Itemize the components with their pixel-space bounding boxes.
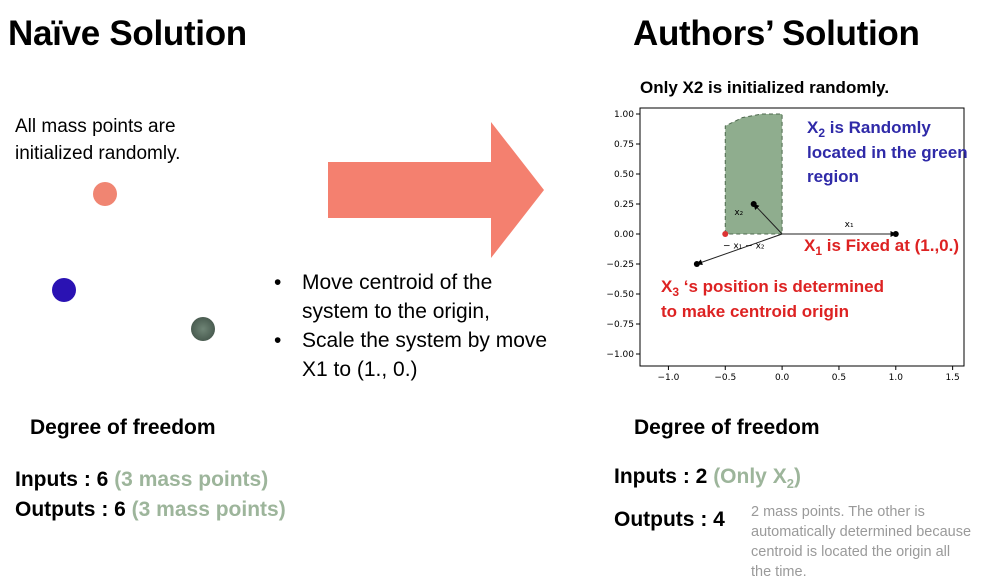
position-plot: −1.0 −0.5 0.0 0.5 1.0 1.5 1.00 0.75 0.50 0.25 0.00… bbox=[606, 107, 968, 380]
mass-point-blue bbox=[52, 278, 76, 302]
x2-region-annotation-line2: located in the green bbox=[807, 143, 968, 162]
x2-region-annotation-line3: region bbox=[807, 167, 859, 186]
y-tick-label: −1.00 bbox=[606, 350, 634, 360]
outputs-note-line: centroid is located the origin all bbox=[751, 544, 951, 560]
x-tick-label: −0.5 bbox=[714, 373, 736, 380]
point-x3 bbox=[693, 261, 700, 267]
naive-inputs: Inputs : 6 (3 mass points) bbox=[15, 468, 268, 492]
naive-outputs: Outputs : 6 (3 mass points) bbox=[15, 498, 286, 522]
y-tick-label: 0.25 bbox=[614, 200, 634, 210]
outputs-note-line: 2 mass points. The other is bbox=[751, 504, 925, 520]
transformation-steps: Move centroid of the system to the origi… bbox=[268, 268, 598, 384]
x3-annotation-line2: to make centroid origin bbox=[661, 302, 849, 321]
vector-x3 bbox=[696, 233, 783, 266]
plot-axes: −1.0 −0.5 0.0 0.5 1.0 1.5 1.00 0.75 0.50 0.25 0.00… bbox=[606, 107, 965, 380]
naive-inputs-label: Inputs : 6 bbox=[15, 468, 109, 491]
naive-outputs-note: (3 mass points) bbox=[131, 498, 286, 521]
y-tick-label: −0.25 bbox=[606, 260, 634, 270]
x-tick-label: 0.5 bbox=[832, 373, 846, 380]
transformation-arrow bbox=[328, 122, 544, 258]
outputs-note-line: the time. bbox=[751, 564, 807, 580]
authors-solution-title: Authors’ Solution bbox=[633, 14, 920, 53]
arrow-shape bbox=[328, 122, 544, 258]
y-tick-label: −0.75 bbox=[606, 320, 634, 330]
x-tick-label: −1.0 bbox=[657, 373, 679, 380]
naive-outputs-label: Outputs : 6 bbox=[15, 498, 126, 521]
y-tick-label: 1.00 bbox=[614, 110, 634, 120]
x1-fixed-annotation: X1 is Fixed at (1.,0.) bbox=[804, 236, 959, 258]
authors-subtitle: Only X2 is initialized randomly. bbox=[640, 78, 890, 97]
x2-region-annotation-line1: X2 is Randomly bbox=[807, 118, 931, 140]
naive-solution-title: Naïve Solution bbox=[8, 14, 247, 53]
vector-label-x2: x₂ bbox=[734, 208, 743, 218]
x-tick-label: 0.0 bbox=[775, 373, 790, 380]
naive-description-line2: initialized randomly. bbox=[15, 143, 181, 164]
authors-inputs-label: Inputs : 2 bbox=[614, 465, 708, 488]
step-item: Scale the system by move X1 to (1., 0.) bbox=[268, 326, 598, 384]
step-2-line1: Scale the system by move bbox=[302, 329, 548, 352]
step-1-line2: system to the origin, bbox=[302, 300, 490, 323]
naive-description: All mass points are initialized randomly… bbox=[15, 113, 180, 167]
y-tick-label: 0.50 bbox=[614, 170, 634, 180]
plot-vectors bbox=[696, 203, 897, 266]
x-tick-label: 1.0 bbox=[889, 373, 904, 380]
mass-point-salmon bbox=[93, 182, 117, 206]
step-1-line1: Move centroid of the bbox=[302, 271, 493, 294]
mass-point-gray bbox=[191, 317, 215, 341]
naive-description-line1: All mass points are bbox=[15, 116, 176, 137]
vector-labels: x₁ x₂ − x₁ − x₂ bbox=[723, 208, 854, 252]
vector-label-x1: x₁ bbox=[845, 220, 854, 230]
vector-label-x3: − x₁ − x₂ bbox=[723, 241, 765, 251]
point-x1 bbox=[892, 231, 899, 237]
authors-dof-heading: Degree of freedom bbox=[634, 416, 820, 439]
x-tick-label: 1.5 bbox=[945, 373, 959, 380]
naive-dof-heading: Degree of freedom bbox=[30, 416, 216, 439]
plot-points bbox=[693, 201, 899, 267]
authors-inputs-note: (Only X2) bbox=[713, 465, 801, 492]
y-tick-label: −0.50 bbox=[606, 290, 634, 300]
step-2-line2: X1 to (1., 0.) bbox=[302, 358, 418, 381]
naive-inputs-note: (3 mass points) bbox=[114, 468, 269, 491]
authors-outputs-label: Outputs : 4 bbox=[614, 508, 725, 531]
point-x2 bbox=[750, 201, 757, 207]
authors-outputs-note: 2 mass points. The other is automaticall… bbox=[751, 502, 996, 582]
point-origin-marker bbox=[722, 231, 729, 237]
outputs-note-line: automatically determined because bbox=[751, 524, 972, 540]
y-tick-label: 0.75 bbox=[614, 140, 634, 150]
step-item: Move centroid of the system to the origi… bbox=[268, 268, 598, 326]
x3-annotation-line1: X3 ‘s position is determined bbox=[661, 277, 884, 299]
y-tick-label: 0.00 bbox=[614, 230, 634, 240]
authors-inputs: Inputs : 2 (Only X2) bbox=[614, 465, 801, 491]
vector-x2 bbox=[753, 203, 783, 235]
plot-frame bbox=[639, 107, 965, 367]
